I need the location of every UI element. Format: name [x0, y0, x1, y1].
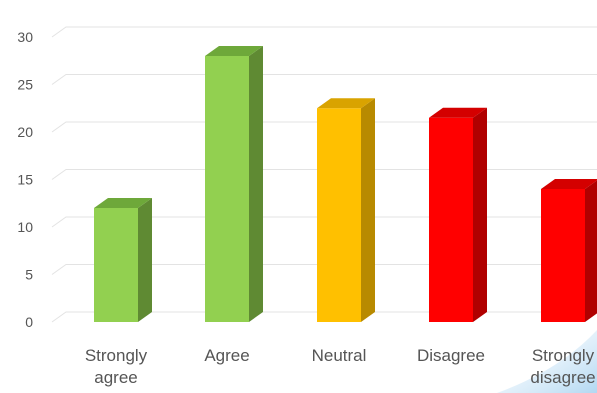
bar-top-face — [317, 98, 375, 109]
gridline — [51, 121, 597, 133]
y-tick-label: 20 — [17, 124, 33, 140]
bar-side-face — [361, 98, 375, 322]
bar-top-face — [541, 179, 597, 189]
gridline — [51, 74, 597, 85]
y-tick-label: 30 — [17, 29, 33, 45]
y-tick-label: 0 — [25, 314, 33, 330]
bar-front-face — [94, 208, 138, 322]
y-tick-label: 15 — [17, 172, 33, 188]
bar-top-face — [94, 198, 152, 208]
y-tick-label: 5 — [25, 267, 33, 283]
gridline — [51, 264, 597, 275]
bar-side-face — [138, 198, 152, 322]
bar — [317, 98, 375, 322]
gridline — [51, 26, 597, 38]
x-category-label: Strongly disagree — [530, 346, 595, 387]
x-category-label: Agree — [204, 346, 249, 365]
bar — [205, 46, 263, 322]
gridline — [51, 216, 597, 228]
x-category-label: Strongly agree — [85, 346, 148, 387]
bar — [541, 179, 597, 322]
bar — [429, 107, 487, 322]
y-tick-label: 25 — [17, 77, 33, 93]
gridline — [51, 169, 597, 180]
bar-side-face — [473, 107, 487, 322]
x-category-label: Disagree — [417, 346, 485, 365]
bar-front-face — [317, 108, 361, 322]
decorative-swoosh — [497, 330, 597, 393]
bar-side-face — [585, 180, 597, 322]
bar-front-face — [429, 117, 473, 322]
bar — [94, 198, 152, 322]
bar-top-face — [205, 46, 263, 56]
y-tick-label: 10 — [17, 219, 33, 235]
bar-front-face — [205, 56, 249, 322]
bar-front-face — [541, 189, 585, 322]
x-category-label: Neutral — [312, 346, 367, 365]
bar-top-face — [429, 107, 487, 118]
gridline — [51, 311, 597, 323]
bar-side-face — [249, 46, 263, 322]
